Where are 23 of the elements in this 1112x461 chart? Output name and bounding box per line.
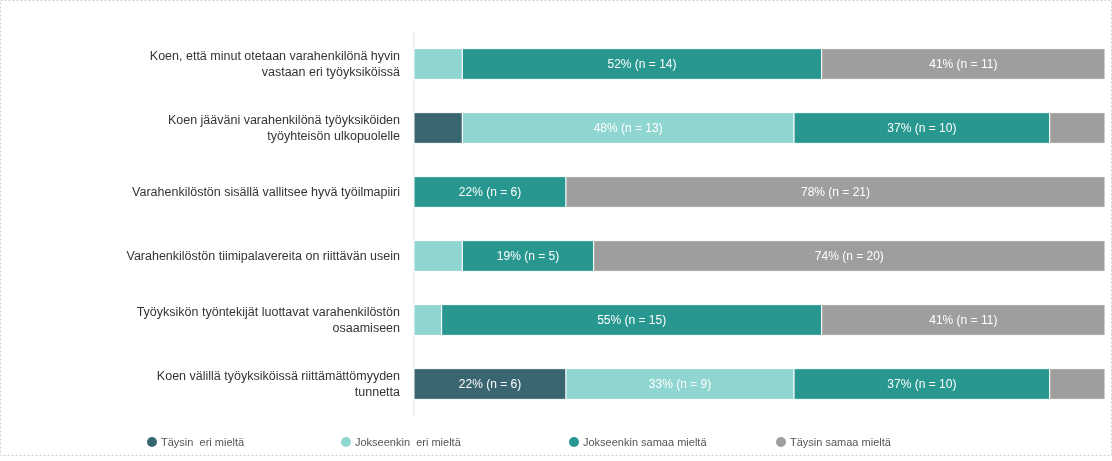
- data-label: 78% (n = 21): [800, 185, 871, 200]
- data-label: 33% (n = 9): [648, 377, 712, 392]
- data-label: 52% (n = 14): [607, 57, 677, 72]
- data-label: 41% (n = 11): [929, 57, 998, 72]
- data-label: 55% (n = 15): [597, 313, 667, 328]
- legend-label: Jokseenkin eri mieltä: [355, 435, 462, 448]
- data-label: 48% (n = 13): [593, 121, 663, 136]
- y-tick-label: Koen, että minut otetaan varahenkilönä hyvin vastaan eri työyksiköissä: [149, 49, 401, 80]
- y-tick-label: Varahenkilöstön sisällä vallitsee hyvä työilmapiiri: [132, 185, 400, 200]
- data-label: 22% (n = 6): [458, 185, 522, 200]
- data-label: 37% (n = 10): [887, 377, 957, 392]
- data-label: 74% (n = 20): [814, 249, 884, 264]
- data-label: 19% (n = 5): [496, 249, 560, 264]
- y-tick-label: Koen jääväni varahenkilönä työyksiköiden työyhteisön ulkopuolelle: [167, 113, 401, 144]
- legend-label: Jokseenkin samaa mieltä: [583, 435, 708, 448]
- y-tick-label: Työyksikön työntekijät luottavat varahenkilöstön osaamiseen: [136, 305, 401, 336]
- legend-label: Täysin eri mieltä: [161, 435, 246, 448]
- y-tick-label: Varahenkilöstön tiimipalavereita on riittävän usein: [126, 249, 401, 264]
- data-label: 22% (n = 6): [458, 377, 522, 392]
- data-label: 41% (n = 11): [929, 313, 998, 328]
- y-tick-label: Koen välillä työyksiköissä riittämättömyyden tunnetta: [156, 369, 401, 400]
- legend-label: Täysin samaa mieltä: [790, 435, 892, 448]
- data-label: 37% (n = 10): [887, 121, 957, 136]
